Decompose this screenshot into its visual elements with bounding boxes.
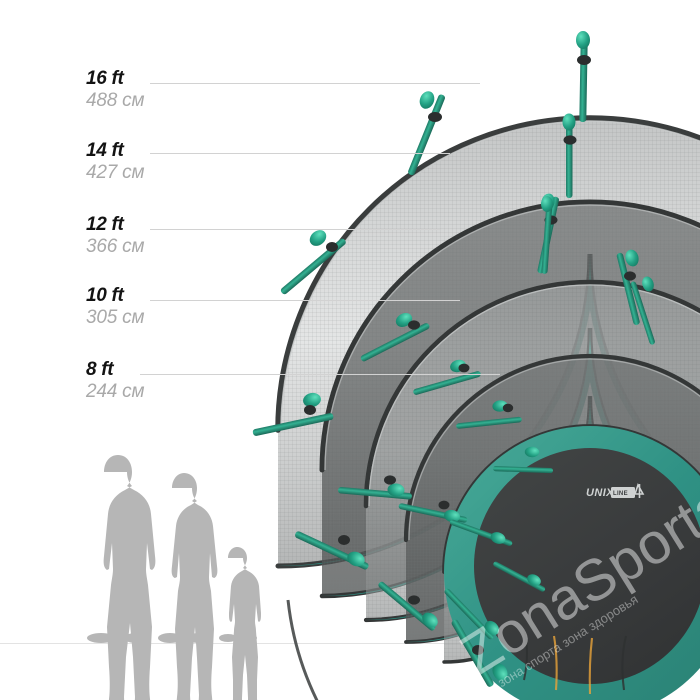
pole-16ft-a bbox=[576, 31, 591, 123]
size-ft-14: 14 ft bbox=[86, 140, 124, 161]
pole-14ft-a bbox=[562, 113, 577, 198]
leader-line-16ft bbox=[150, 83, 480, 84]
trampoline-springs bbox=[523, 629, 628, 695]
enclosure-poles bbox=[252, 31, 655, 687]
size-ft-12: 12 ft bbox=[86, 214, 124, 235]
size-label-14ft[interactable]: 14 ft 427 см bbox=[86, 140, 236, 185]
size-label-8ft[interactable]: 8 ft 244 см bbox=[86, 359, 236, 404]
trampoline-jump-mat bbox=[474, 448, 700, 684]
pole-10ft-c bbox=[630, 276, 655, 345]
size-ft-16: 16 ft bbox=[86, 68, 124, 89]
pole-16ft-c bbox=[280, 230, 346, 295]
logo-suffix-text: LINE bbox=[613, 491, 628, 497]
pole-12ft-d bbox=[444, 588, 500, 640]
size-cm-12: 366 см bbox=[86, 236, 145, 257]
size-cm-10: 305 см bbox=[86, 307, 145, 328]
size-cm-14: 427 см bbox=[86, 162, 145, 183]
pole-14ft-e bbox=[378, 581, 438, 631]
pole-14ft-d bbox=[338, 475, 412, 500]
leader-line-12ft bbox=[150, 229, 440, 230]
pole-16ft-e bbox=[295, 531, 369, 570]
adult-woman-silhouette bbox=[158, 473, 218, 700]
leader-line-10ft bbox=[150, 300, 460, 301]
leader-line-8ft bbox=[140, 374, 500, 375]
pole-14ft-c bbox=[360, 313, 430, 362]
ground-line bbox=[0, 643, 700, 644]
size-ft-10: 10 ft bbox=[86, 285, 124, 306]
size-label-12ft[interactable]: 12 ft 366 см bbox=[86, 214, 236, 259]
size-cm-16: 488 см bbox=[86, 90, 145, 111]
pole-10ft-a bbox=[456, 400, 522, 429]
adult-man-silhouette bbox=[87, 455, 156, 700]
pole-10ft-b bbox=[449, 519, 513, 546]
pole-12ft-b bbox=[413, 359, 481, 395]
size-label-16ft[interactable]: 16 ft 488 см bbox=[86, 68, 236, 113]
pole-14ft-f bbox=[616, 249, 640, 325]
size-ft-8: 8 ft bbox=[86, 359, 114, 380]
pole-16ft-f bbox=[451, 619, 508, 687]
size-cm-8: 244 см bbox=[86, 381, 145, 402]
child-silhouette bbox=[219, 547, 261, 700]
unix-line-logo: UNIX LINE bbox=[586, 483, 645, 499]
pole-8ft-a bbox=[493, 446, 553, 474]
logo-brand-text: UNIX bbox=[586, 487, 614, 499]
pole-12ft-c bbox=[398, 500, 468, 523]
pole-12ft-a bbox=[541, 196, 553, 274]
pole-16ft-b bbox=[408, 91, 445, 176]
leader-line-14ft bbox=[150, 153, 450, 154]
pole-16ft-d bbox=[252, 392, 334, 436]
size-label-10ft[interactable]: 10 ft 305 см bbox=[86, 285, 236, 330]
pole-8ft-b bbox=[493, 561, 546, 592]
trampoline-ring-8ft: UNIX LINE bbox=[442, 424, 700, 700]
